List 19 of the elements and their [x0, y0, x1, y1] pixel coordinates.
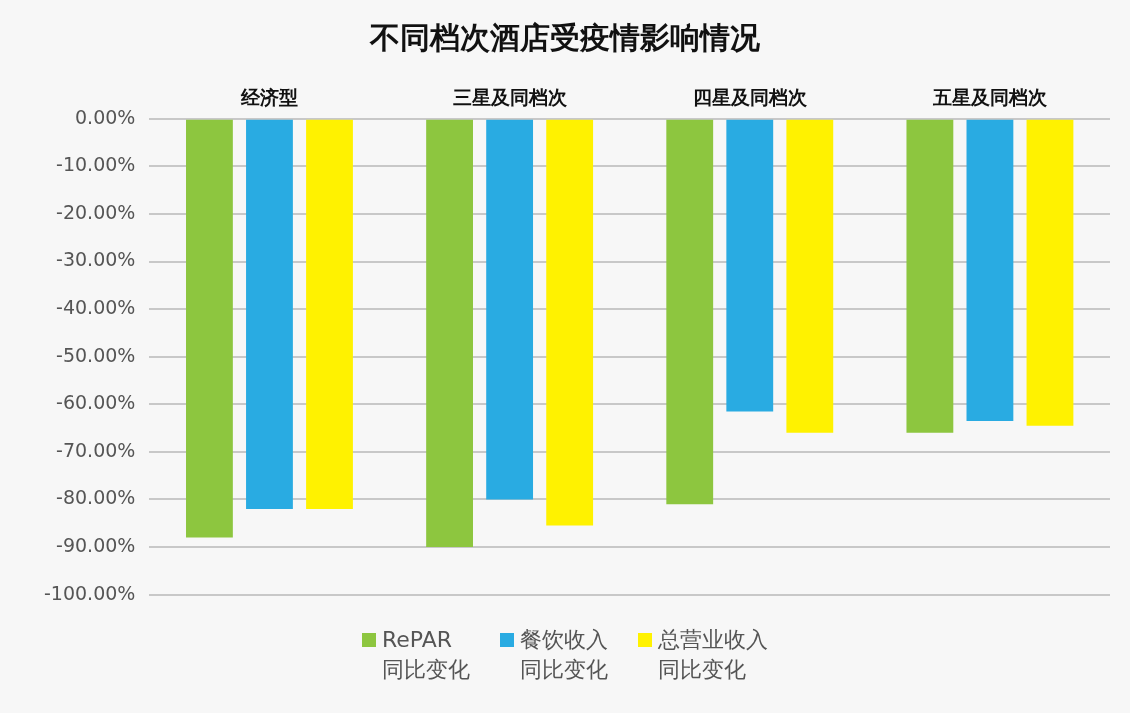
y-tick-label: -80.00% [56, 486, 136, 509]
y-tick-label: 0.00% [75, 105, 136, 128]
y-tick-label: -10.00% [56, 153, 136, 176]
x-tick-label: 五星及同档次 [931, 86, 1048, 109]
y-tick-label: -20.00% [56, 200, 136, 223]
x-tick-label: 三星及同档次 [452, 86, 568, 109]
y-tick-label: -40.00% [56, 296, 136, 319]
legend-label: RePAR同比变化 [382, 626, 470, 684]
y-tick-label: -50.00% [56, 343, 136, 366]
x-tick-label: 四星及同档次 [692, 86, 808, 109]
legend-label: 总营业收入同比变化 [658, 626, 768, 684]
y-tick-label: -70.00% [56, 438, 136, 461]
legend-label: 餐饮收入同比变化 [520, 626, 608, 684]
y-tick-label: -60.00% [56, 391, 136, 414]
chart-title: 不同档次酒店受疫情影响情况 [368, 19, 761, 57]
x-tick-label: 经济型 [239, 86, 298, 109]
y-tick-label: -30.00% [56, 248, 136, 271]
y-tick-label: -100.00% [43, 581, 136, 604]
y-tick-label: -90.00% [56, 533, 136, 556]
